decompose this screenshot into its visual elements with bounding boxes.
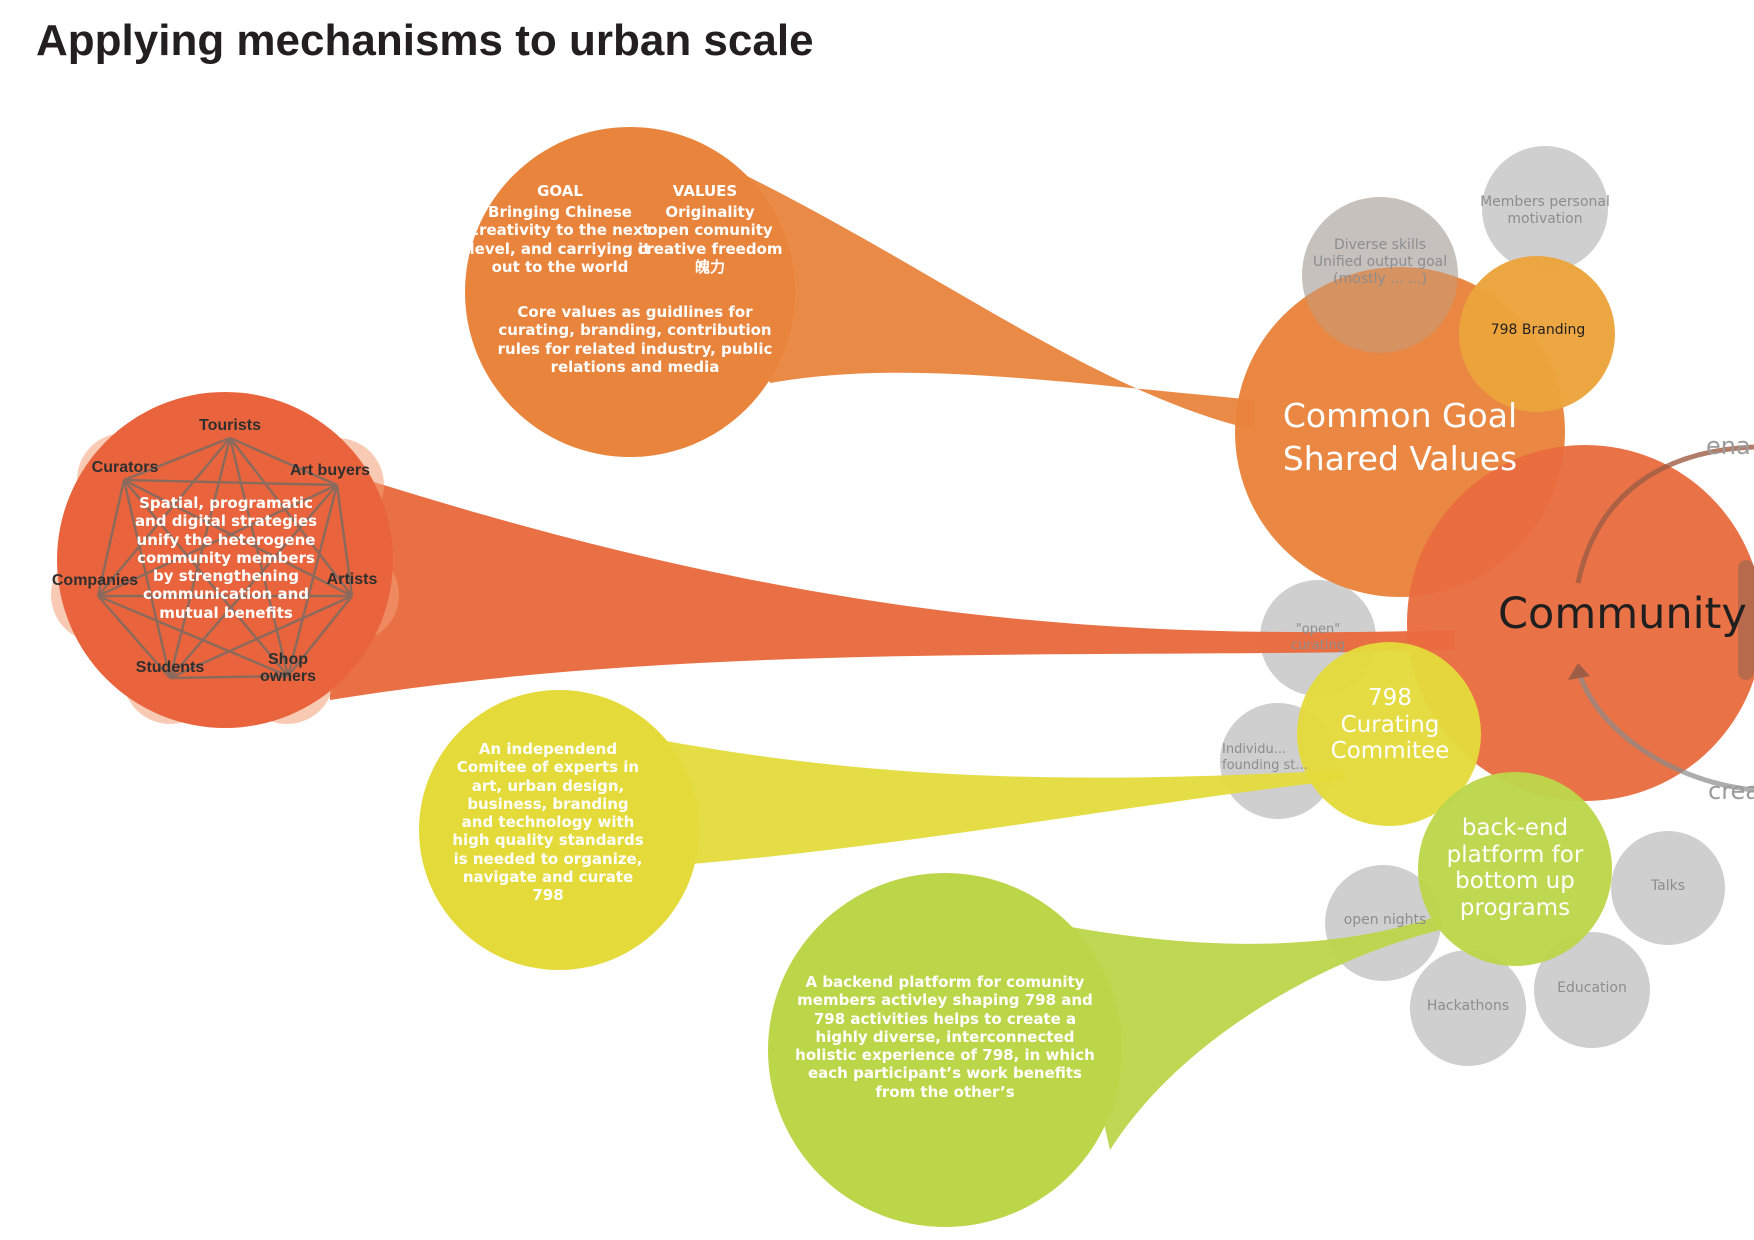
open-curating-label: "open" curating bbox=[1291, 622, 1345, 653]
network-edge bbox=[123, 478, 338, 487]
goal-tail bbox=[670, 140, 1255, 430]
network-edge bbox=[169, 484, 338, 679]
network-edge bbox=[97, 483, 338, 598]
goal-heading: GOAL bbox=[537, 182, 583, 200]
network-edge bbox=[169, 674, 289, 680]
network-edge bbox=[287, 595, 353, 677]
branding-circle bbox=[1459, 256, 1615, 412]
talks-label: Talks bbox=[1650, 878, 1686, 894]
network-edge bbox=[286, 484, 339, 677]
network-edge bbox=[123, 479, 289, 677]
page-title: Applying mechanisms to urban scale bbox=[36, 16, 814, 65]
network-edge bbox=[97, 594, 289, 678]
network-edge bbox=[122, 479, 172, 679]
network-center-text: Spatial, programatic and digital strateg… bbox=[134, 494, 318, 622]
network-node-label: Companies bbox=[51, 572, 139, 589]
diverse-skills-label: Diverse skills Unified output goal (most… bbox=[1312, 237, 1448, 288]
network-node-label: Students bbox=[135, 659, 205, 676]
curating-circle bbox=[1297, 642, 1481, 826]
network-edges bbox=[96, 436, 354, 680]
branding-label: 798 Branding bbox=[1490, 322, 1586, 338]
hackathons-circle bbox=[1410, 950, 1526, 1066]
backend-circle bbox=[1418, 772, 1612, 966]
network-edge bbox=[228, 437, 290, 677]
community-circle bbox=[1407, 445, 1754, 801]
cycle-arrow-head bbox=[1568, 663, 1590, 680]
committee-tail bbox=[620, 732, 1345, 868]
cycle-label-top: ena bbox=[1706, 432, 1751, 460]
goal-text: Bringing Chinese creativity to the next … bbox=[469, 203, 651, 276]
education-label: Education bbox=[1557, 980, 1627, 996]
network-edge bbox=[97, 437, 231, 597]
goal-bubble bbox=[465, 127, 795, 457]
network-edge bbox=[229, 436, 338, 487]
network-edge bbox=[229, 437, 353, 597]
individual-founding-label: Individu... founding st... bbox=[1222, 742, 1308, 773]
platform-bubble bbox=[768, 873, 1122, 1227]
values-text: Originality open comunity creative freed… bbox=[637, 203, 783, 276]
committee-text: An independend Comitee of experts in art… bbox=[452, 740, 644, 905]
committee-bubble bbox=[419, 690, 699, 970]
platform-tail bbox=[1060, 915, 1440, 1150]
hackathons-label: Hackathons bbox=[1426, 998, 1510, 1014]
talks-circle bbox=[1611, 831, 1725, 945]
network-edge bbox=[335, 484, 354, 597]
members-motivation-label: Members personal motivation bbox=[1480, 194, 1610, 228]
network-edge bbox=[168, 437, 232, 679]
curating-label: 798 Curating Commitee bbox=[1330, 685, 1450, 765]
network-edge bbox=[169, 594, 353, 680]
network-node-label: Art buyers bbox=[289, 462, 371, 479]
cycle-label-bottom: crea bbox=[1708, 777, 1754, 805]
platform-text: A backend platform for comunity members … bbox=[795, 973, 1095, 1101]
network-node-label: Artists bbox=[326, 571, 378, 588]
common-goal-label: Common Goal Shared Values bbox=[1282, 396, 1518, 478]
community-label: Community bbox=[1498, 589, 1747, 639]
open-nights-label: open nights bbox=[1343, 912, 1427, 928]
network-edge bbox=[96, 479, 126, 597]
network-node-label: Curators bbox=[91, 459, 159, 476]
network-node-label: Tourists bbox=[199, 417, 261, 434]
cycle-arrow-bottom bbox=[1575, 667, 1754, 793]
members-motivation-circle bbox=[1482, 146, 1608, 272]
network-edge bbox=[97, 595, 171, 679]
values-heading: VALUES bbox=[672, 182, 738, 200]
network-edge bbox=[123, 478, 353, 598]
education-circle bbox=[1534, 932, 1650, 1048]
edge-shadow bbox=[1738, 560, 1754, 680]
backend-label: back-end platform for bottom up programs bbox=[1446, 815, 1584, 922]
network-node-label: Shop owners bbox=[259, 651, 316, 685]
diverse-overlap bbox=[1302, 197, 1458, 353]
cycle-arrow-top bbox=[1575, 444, 1754, 584]
network-edge bbox=[123, 436, 231, 482]
community-tail bbox=[330, 468, 1455, 700]
community-network-bubble bbox=[51, 392, 399, 728]
core-values-text: Core values as guidlines for curating, b… bbox=[497, 303, 773, 376]
